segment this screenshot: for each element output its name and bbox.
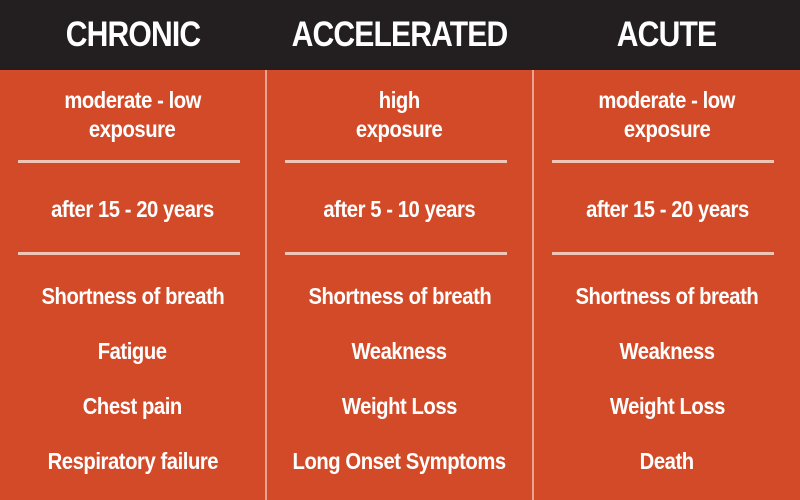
onset-time: after 15 - 20 years (585, 196, 749, 222)
symptom-item: Respiratory failure (47, 448, 218, 474)
exposure-level: high (379, 87, 420, 113)
symptom-item: Weakness (619, 338, 715, 364)
exposure-label: exposure (356, 116, 443, 142)
symptom-item: Shortness of breath (575, 283, 759, 309)
onset-time: after 5 - 10 years (323, 196, 476, 222)
column-title-chronic: CHRONIC (65, 15, 201, 54)
exposure-label: exposure (623, 116, 711, 142)
section-separator (285, 160, 507, 163)
symptom-item: Shortness of breath (308, 283, 491, 309)
header-bar: CHRONIC ACCELERATED ACUTE (0, 0, 800, 70)
exposure-level: moderate - low (598, 87, 736, 113)
column-accelerated: high exposure after 5 - 10 years Shortne… (267, 70, 532, 500)
section-separator (18, 252, 240, 255)
symptom-item: Death (639, 448, 695, 474)
column-acute: moderate - low exposure after 15 - 20 ye… (534, 70, 800, 500)
onset-time: after 15 - 20 years (51, 196, 214, 222)
column-divider (532, 70, 534, 500)
symptom-item: Chest pain (82, 393, 183, 419)
column-title-accelerated: ACCELERATED (291, 15, 509, 54)
symptom-item: Fatigue (98, 338, 167, 364)
symptom-item: Weakness (351, 338, 448, 364)
section-separator (18, 160, 240, 163)
exposure-level: moderate - low (64, 87, 201, 113)
column-title-acute: ACUTE (616, 15, 717, 54)
section-separator (552, 252, 774, 255)
symptom-item: Weight Loss (609, 393, 725, 419)
section-separator (552, 160, 774, 163)
symptom-item: Weight Loss (341, 393, 458, 419)
exposure-label: exposure (89, 116, 176, 142)
column-chronic: moderate - low exposure after 15 - 20 ye… (0, 70, 265, 500)
symptom-item: Shortness of breath (41, 283, 224, 309)
section-separator (285, 252, 507, 255)
column-divider (265, 70, 267, 500)
symptom-item: Long Onset Symptoms (292, 448, 507, 474)
